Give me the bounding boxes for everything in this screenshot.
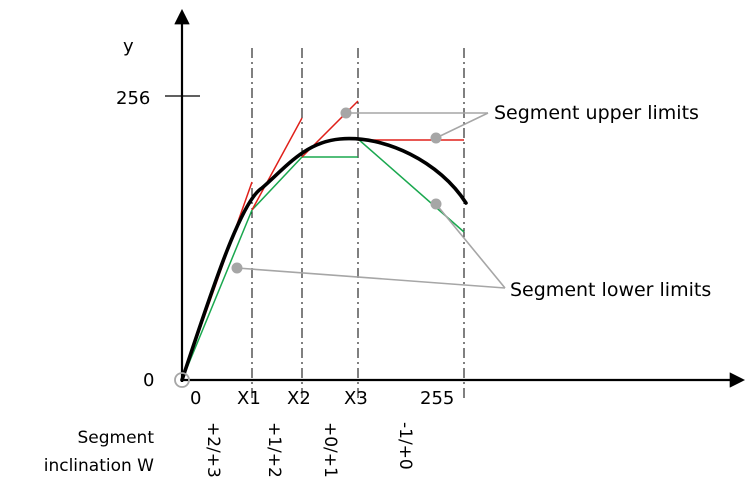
inclination-value-2: +1/+2 [264,422,284,478]
leader-lower-b [435,203,506,289]
segment-boundary-guides [251,48,465,398]
inclination-label-line2: inclination W [44,456,154,476]
upper-seg-2 [251,117,303,211]
x-tick-labels: 0 X1 X2 X3 255 [190,388,454,409]
marker-lower-1 [231,262,243,274]
x-tick-label-255: 255 [420,388,454,409]
y-axis-label: y [123,36,134,57]
x-tick-label-x2: X2 [287,388,311,409]
marker-upper-2 [430,132,442,144]
inclination-value-4: -1/+0 [395,422,415,470]
y-tick-label-256: 256 [116,88,150,109]
inclination-label-line1: Segment [78,428,155,448]
annotation-leaders [236,112,506,289]
inclination-values: +2/+3 +1/+2 +0/+1 -1/+0 [203,422,415,478]
lower-seg-2 [251,156,303,211]
x-tick-label-0: 0 [190,388,201,409]
x-tick-label-x3: X3 [344,388,368,409]
lower-limits-label: Segment lower limits [510,279,711,301]
leader-lower-a [236,267,506,289]
inclination-value-1: +2/+3 [203,422,223,478]
origin-marker [174,372,190,388]
characteristic-curve [180,136,468,382]
origin-label: 0 [143,370,154,391]
lower-seg-1 [181,209,253,381]
marker-upper-1 [340,107,352,119]
marker-lower-2 [430,198,442,210]
inclination-value-3: +0/+1 [320,422,340,478]
limit-markers [231,107,442,274]
upper-limits-label: Segment upper limits [494,102,699,124]
leader-upper-b [435,112,489,139]
x-tick-label-x1: X1 [237,388,261,409]
